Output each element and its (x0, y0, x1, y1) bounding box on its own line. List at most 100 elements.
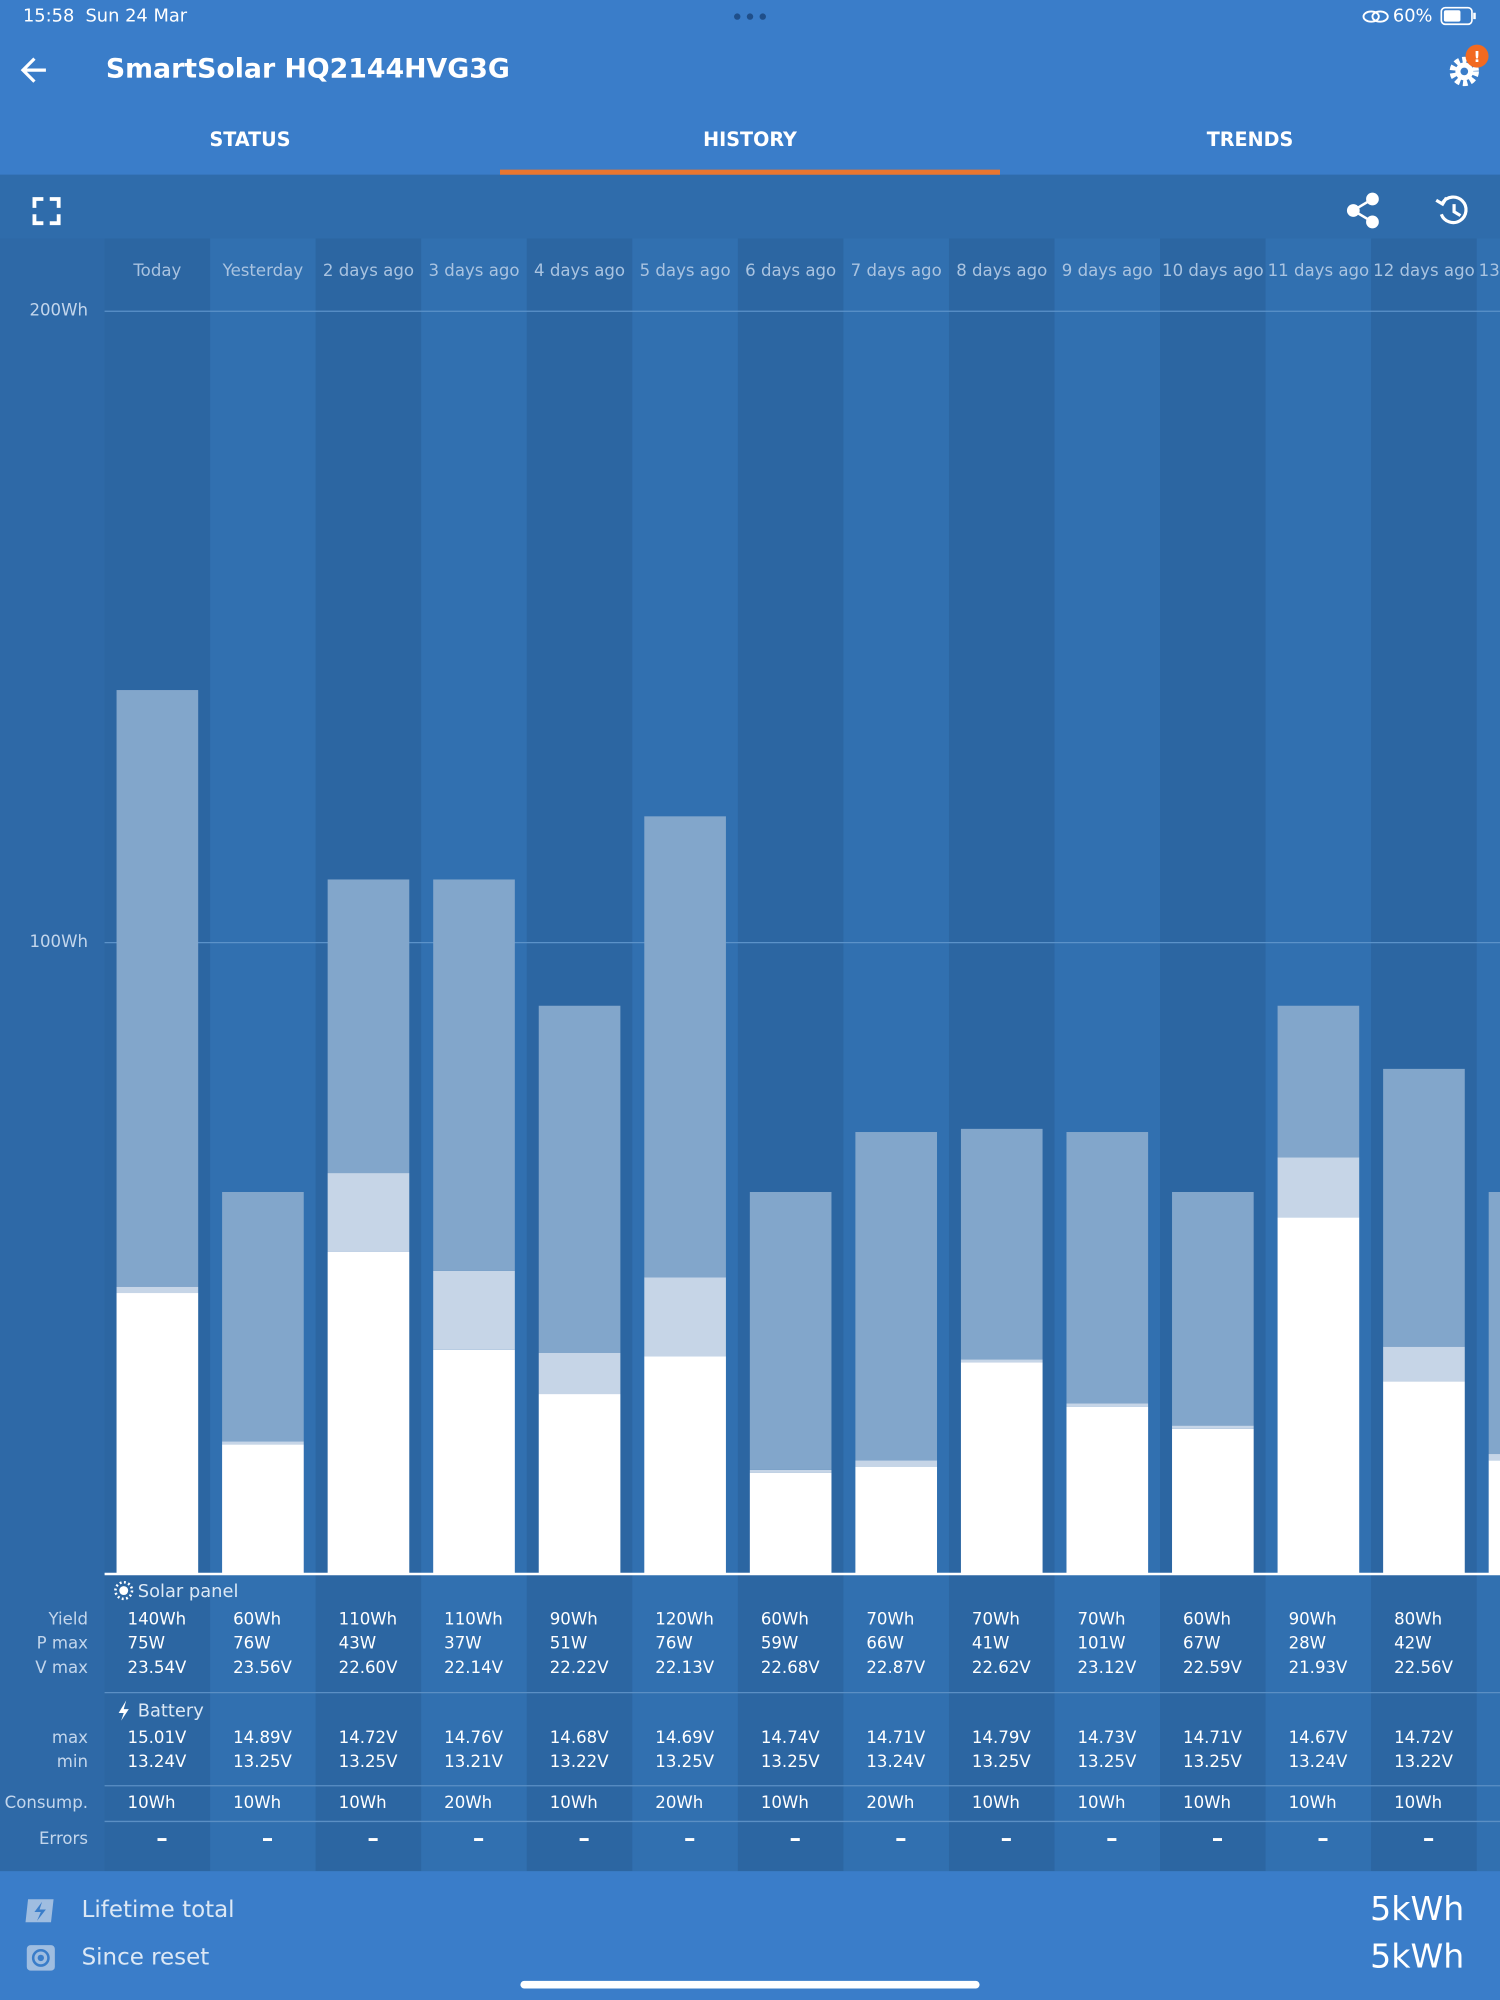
table-cell: – (473, 1826, 484, 1852)
bar-segment (1066, 1406, 1149, 1574)
table-cell: 70Wh (972, 1609, 1020, 1628)
reset-value: 5kWh (1370, 1936, 1464, 1975)
table-cell: 10Wh (972, 1793, 1020, 1812)
row-label: P max (37, 1634, 89, 1653)
table-cell: 101W (1077, 1634, 1125, 1653)
bar-segment (1172, 1425, 1254, 1429)
settings-button[interactable]: ! (1449, 44, 1489, 87)
table-cell: 22.14V (444, 1658, 503, 1677)
table-cell: 14.73V (1077, 1728, 1136, 1747)
table-cell: – (790, 1826, 801, 1852)
bar-segment (1277, 1005, 1360, 1158)
link-icon (1362, 10, 1389, 23)
table-cell: 14.68V (550, 1728, 609, 1747)
table-cell: 66W (866, 1634, 904, 1653)
bar-segment (1172, 1191, 1254, 1426)
table-cell: 14.89V (233, 1728, 292, 1747)
table-cell: 14.74V (761, 1728, 820, 1747)
x-tick-label: 13 days ago (1479, 261, 1500, 280)
row-label: Yield (48, 1609, 88, 1628)
table-cell: 13.25V (1077, 1752, 1136, 1771)
battery-icon (1440, 6, 1476, 26)
bar-segment (116, 1286, 199, 1294)
bar-segment (327, 1251, 410, 1574)
table-cell: – (1106, 1826, 1117, 1852)
tab[interactable]: TRENDS (1207, 128, 1294, 151)
column-stripe (948, 238, 1055, 1872)
table-cell: 10Wh (1077, 1793, 1125, 1812)
x-tick-label: 3 days ago (428, 261, 519, 280)
bar-segment (327, 1173, 410, 1252)
bolt-icon (118, 1700, 129, 1721)
table-cell: 13.22V (1394, 1752, 1453, 1771)
row-label: V max (35, 1658, 88, 1677)
table-cell: 10Wh (1183, 1793, 1231, 1812)
x-tick-label: 7 days ago (851, 261, 942, 280)
toolbar-bg (0, 174, 1500, 239)
device-title: SmartSolar HQ2144HVG3G (106, 54, 510, 85)
table-cell: 20Wh (655, 1793, 703, 1812)
row-label: Errors (39, 1829, 88, 1848)
column-stripe (737, 238, 844, 1872)
share-button[interactable] (1346, 192, 1379, 229)
table-cell: 13.25V (972, 1752, 1031, 1771)
table-cell: 20Wh (444, 1793, 492, 1812)
table-cell: 13.25V (233, 1752, 292, 1771)
time: 15:58 (23, 6, 74, 27)
table-cell: 10Wh (339, 1793, 387, 1812)
bar-segment (1066, 1132, 1149, 1404)
bar-segment (960, 1362, 1043, 1574)
table-cell: 14.67V (1289, 1728, 1348, 1747)
lifetime-icon (25, 1899, 54, 1923)
lifetime-value: 5kWh (1370, 1889, 1464, 1928)
table-cell: 51W (550, 1634, 588, 1653)
tab[interactable]: HISTORY (703, 128, 798, 151)
table-cell: 22.60V (339, 1658, 398, 1677)
table-cell: – (684, 1826, 695, 1852)
bar-segment (222, 1441, 304, 1445)
row-label: Consump. (5, 1793, 88, 1812)
bar-segment (1066, 1403, 1149, 1407)
table-cell: 28W (1289, 1634, 1327, 1653)
bar-segment (749, 1191, 832, 1470)
bar-segment (855, 1466, 938, 1574)
table-cell: 13.25V (339, 1752, 398, 1771)
x-tick-label: 6 days ago (745, 261, 836, 280)
history-button[interactable] (1435, 195, 1468, 225)
table-cell: 90Wh (1289, 1609, 1337, 1628)
bar-segment (644, 1356, 726, 1574)
table-cell: 42W (1394, 1634, 1432, 1653)
table-cell: 59W (761, 1634, 799, 1653)
table-cell: 10Wh (550, 1793, 598, 1812)
y-tick-label: 200Wh (29, 301, 88, 320)
table-cell: 13.24V (128, 1752, 187, 1771)
x-tick-label: Today (132, 261, 181, 280)
table-cell: 20Wh (866, 1793, 914, 1812)
table-cell: 140Wh (128, 1609, 187, 1628)
bar-segment (644, 816, 726, 1278)
bar-segment (222, 1444, 304, 1574)
x-tick-label: 11 days ago (1268, 261, 1370, 280)
bar-segment (1172, 1428, 1254, 1574)
back-button[interactable] (20, 57, 46, 83)
tab[interactable]: STATUS (209, 128, 290, 151)
badge: ! (1474, 48, 1481, 66)
table-cell: 21.93V (1289, 1658, 1348, 1677)
table-cell: 90Wh (550, 1609, 598, 1628)
column-stripe (1054, 238, 1161, 1872)
table-cell: 120Wh (655, 1609, 714, 1628)
x-tick-label: 5 days ago (640, 261, 731, 280)
table-cell: 22.62V (972, 1658, 1031, 1677)
bar-segment (538, 1394, 621, 1574)
table-cell: 14.72V (339, 1728, 398, 1747)
table-cell: 22.22V (550, 1658, 609, 1677)
table-cell: 10Wh (1394, 1793, 1442, 1812)
fullscreen-button[interactable] (32, 197, 61, 226)
bar-segment (327, 879, 410, 1174)
bar-segment (855, 1460, 938, 1467)
table-cell: 23.54V (128, 1658, 187, 1677)
table-cell: 13.25V (761, 1752, 820, 1771)
column-stripe (843, 238, 949, 1872)
table-cell: 80Wh (1394, 1609, 1442, 1628)
